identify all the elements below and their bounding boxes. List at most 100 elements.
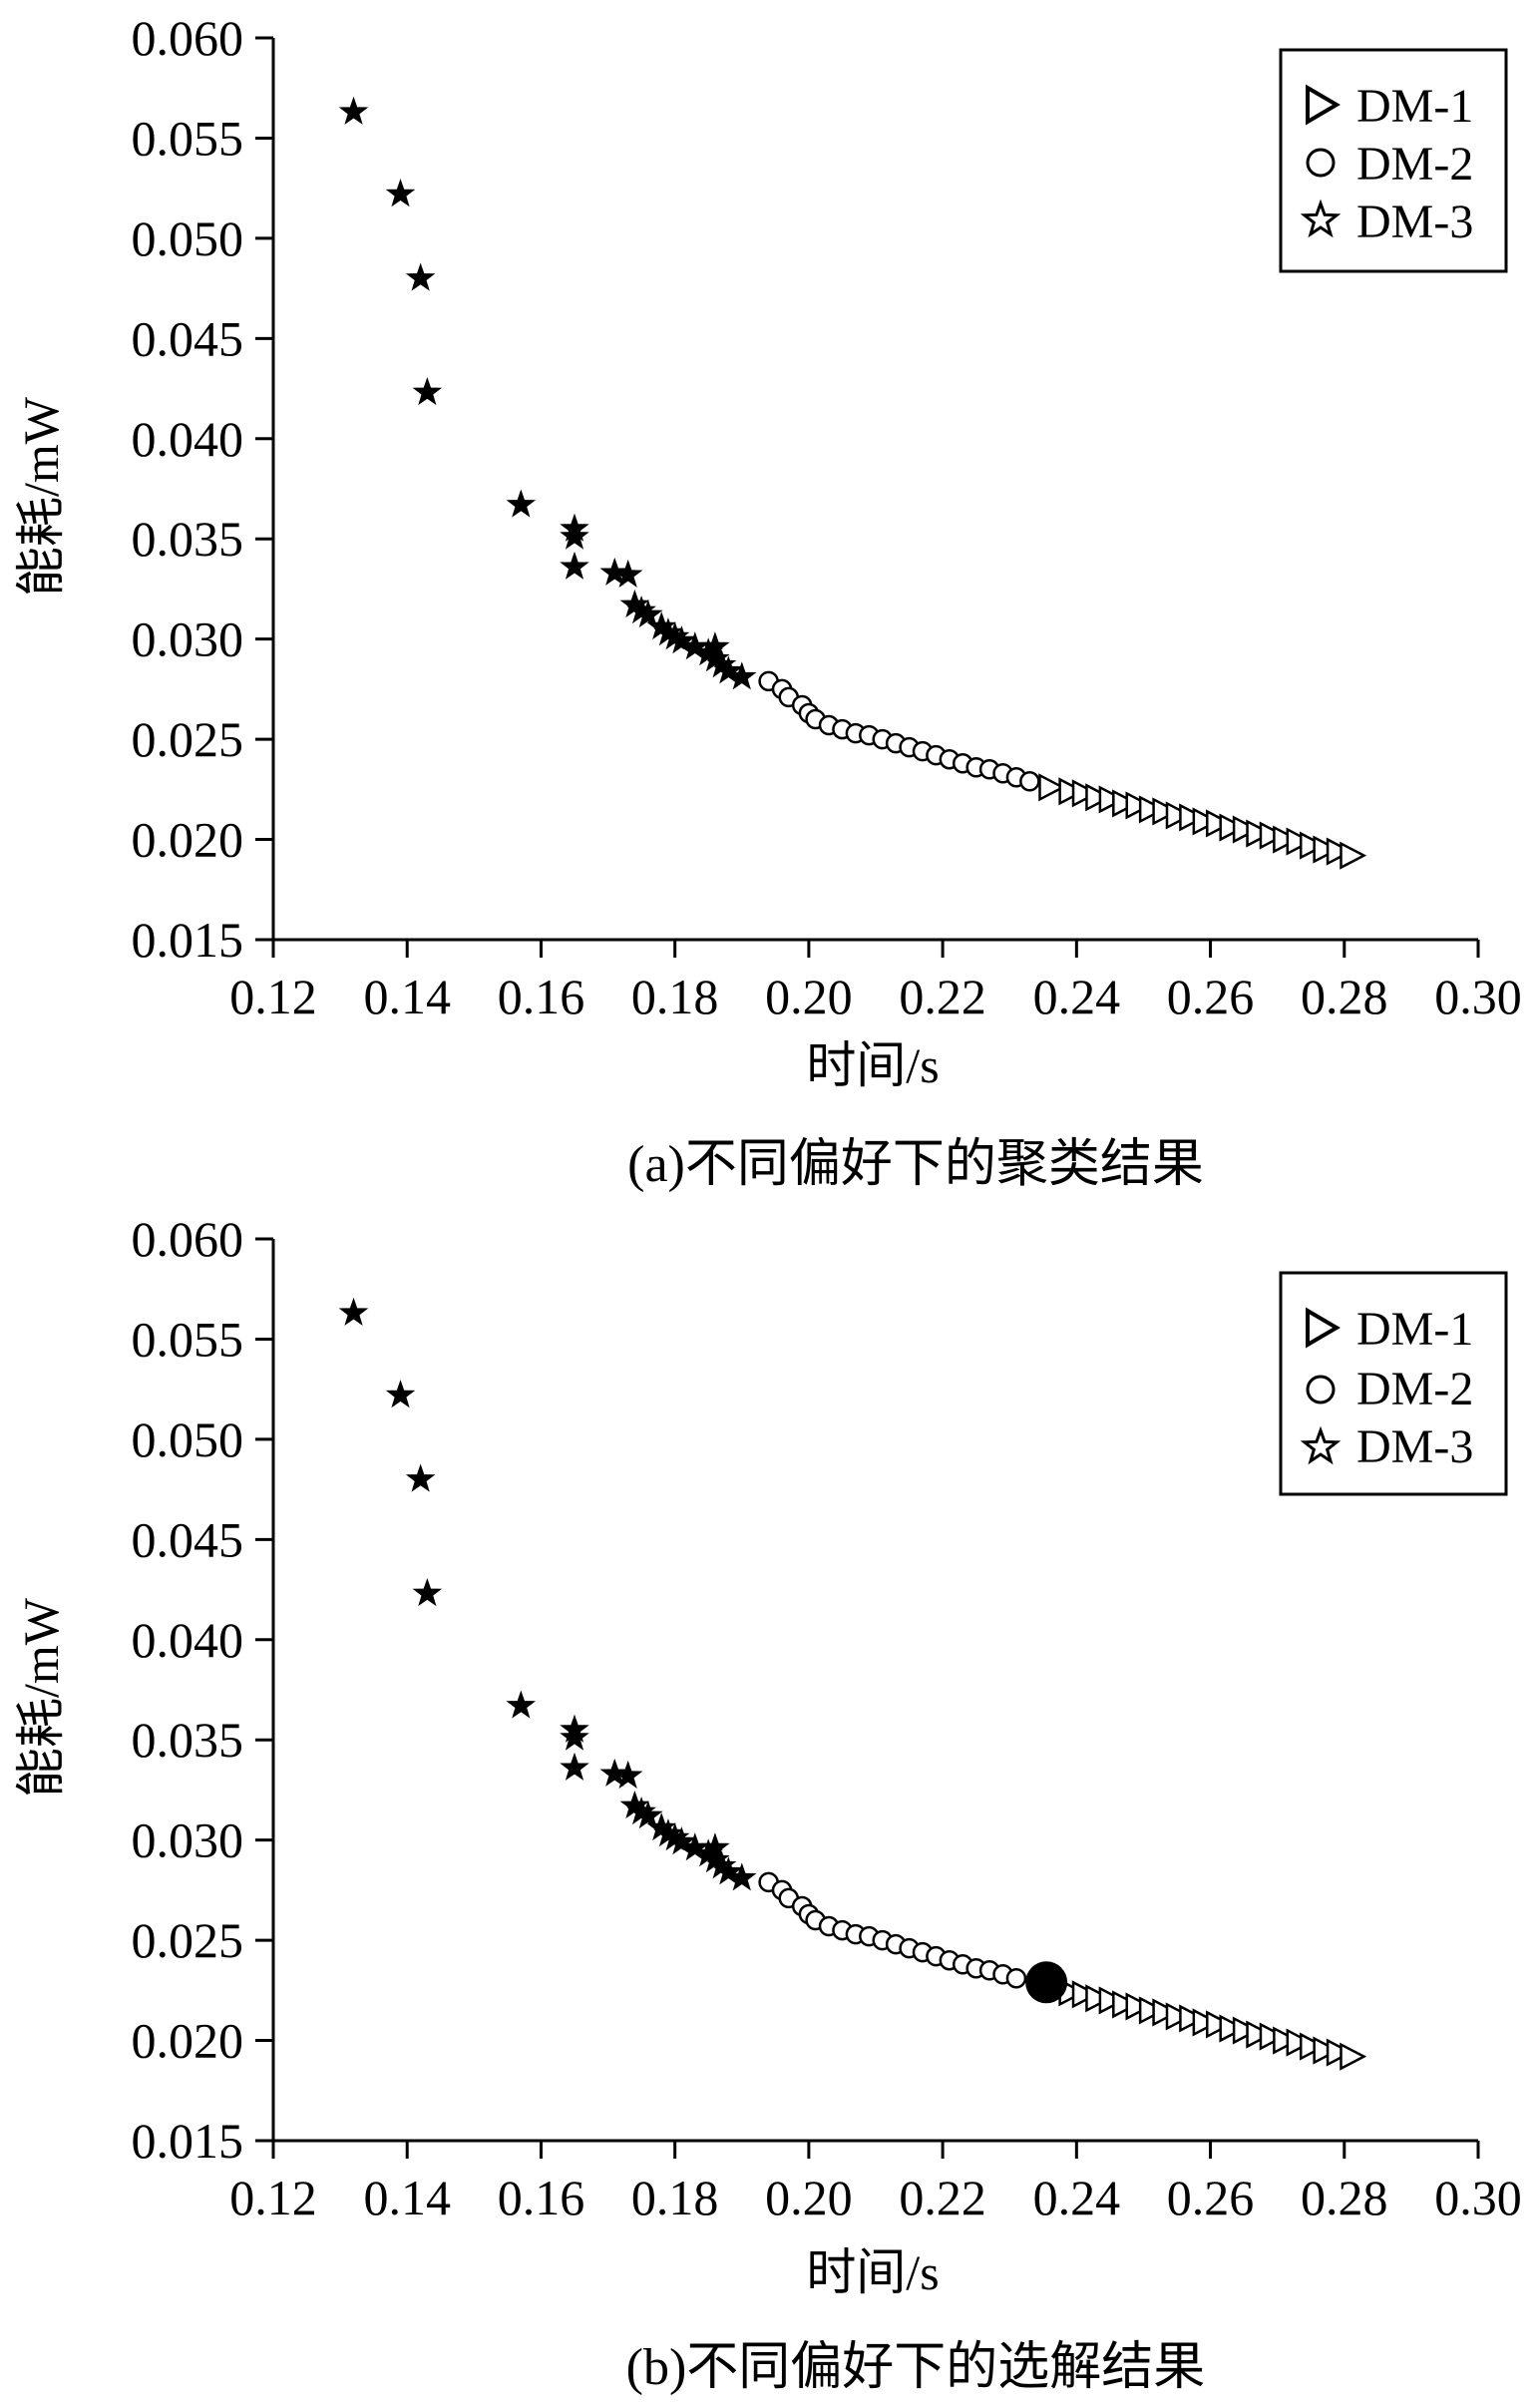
data-point-triangle [1098, 1986, 1126, 2015]
panel-a-ticks: 0.12 0.14 0.16 0.18 0.20 0.22 0.24 0.26 0.28 0.30… [132, 10, 1522, 1024]
panel-a-legend-label-dm-2: DM-2 [1356, 138, 1473, 191]
y-tick-label: 0.040 [132, 411, 244, 467]
data-point-triangle [1232, 2016, 1260, 2045]
data-point-star [560, 551, 589, 580]
panel-b-legend-item-dm-3: DM-3 [1300, 1420, 1473, 1473]
panel-b-x-axis-title: 时间/s [806, 2244, 939, 2300]
data-point-triangle [1152, 797, 1180, 826]
y-tick-label: 0.055 [132, 110, 244, 166]
y-tick-label: 0.025 [132, 711, 244, 767]
data-point-star [666, 1826, 697, 1855]
y-tick-label: 0.015 [132, 912, 244, 968]
data-point-star [653, 1818, 683, 1847]
data-point-triangle [1286, 2028, 1314, 2057]
data-point-triangle [1326, 2038, 1353, 2067]
panel-b-y-axis-title: 能耗/mW [13, 1597, 69, 1798]
data-point-triangle [1085, 1984, 1113, 2013]
data-point-triangle [1246, 819, 1274, 848]
data-point-triangle [1165, 801, 1193, 830]
data-point-triangle [1071, 1980, 1099, 2009]
data-point-star [338, 1297, 369, 1326]
y-tick-label: 0.025 [132, 1912, 244, 1968]
x-tick-label: 0.16 [498, 969, 585, 1024]
series-dm-2 [758, 670, 1040, 792]
data-point-triangle [1273, 825, 1301, 854]
data-point-triangle [1112, 789, 1140, 818]
y-tick-label: 0.020 [132, 812, 244, 868]
x-tick-label: 0.14 [363, 969, 451, 1024]
y-tick-label: 0.015 [132, 2113, 244, 2169]
panel-a-caption: (a)不同偏好下的聚类结果 [627, 1136, 1204, 1193]
data-point-triangle [1098, 785, 1126, 814]
series-dm-3 [338, 96, 757, 690]
data-point-triangle [1179, 2004, 1207, 2033]
data-point-triangle [1299, 2032, 1327, 2061]
y-tick-label: 0.030 [132, 1812, 244, 1868]
data-point-star [713, 1856, 744, 1885]
data-point-circle [1005, 1968, 1027, 1989]
data-point-star [506, 1690, 537, 1719]
data-point-star [633, 1801, 663, 1829]
data-point-star [666, 625, 697, 654]
panel-b-legend-label-dm-3: DM-3 [1356, 1420, 1473, 1473]
panel-a-legend-label-dm-1: DM-1 [1356, 80, 1473, 133]
data-point-triangle [1071, 779, 1099, 808]
data-point-star [713, 655, 744, 684]
data-point-triangle [1152, 1998, 1180, 2027]
x-tick-label: 0.12 [229, 969, 317, 1024]
y-tick-label: 0.045 [132, 310, 244, 366]
data-point-triangle [1340, 2042, 1367, 2071]
data-point-star [338, 96, 369, 125]
panel-a-points [338, 96, 1367, 870]
data-point-star [599, 1758, 630, 1787]
legend-circle-icon [1306, 1375, 1336, 1404]
x-tick-label: 0.26 [1167, 2170, 1255, 2225]
x-tick-label: 0.20 [765, 2170, 853, 2225]
data-point-star [700, 1832, 730, 1861]
data-point-star [727, 1862, 757, 1891]
data-point-star [405, 262, 436, 291]
data-point-triangle [1058, 777, 1086, 806]
data-point-triangle [1313, 2036, 1341, 2065]
panel-a-legend-item-dm-1: DM-1 [1306, 80, 1473, 133]
data-point-star [612, 1760, 643, 1789]
legend-triangle-icon [1306, 84, 1341, 126]
panel-a-legend-label-dm-3: DM-3 [1356, 196, 1473, 248]
data-point-star [599, 557, 630, 586]
y-tick-label: 0.055 [132, 1311, 244, 1367]
y-tick-label: 0.020 [132, 2013, 244, 2069]
data-point-triangle [1038, 773, 1066, 802]
panel-b-legend-item-dm-1: DM-1 [1306, 1303, 1473, 1356]
x-tick-label: 0.28 [1301, 969, 1388, 1024]
panel-b-legend-label-dm-2: DM-2 [1356, 1363, 1473, 1415]
legend-circle-icon [1306, 148, 1336, 178]
panel-b-legend-item-dm-2: DM-2 [1306, 1363, 1473, 1415]
panel-a-legend-item-dm-3: DM-3 [1300, 196, 1473, 248]
data-point-star [633, 600, 663, 628]
legend-star-icon [1300, 1425, 1342, 1465]
data-point-star [385, 1380, 416, 1408]
y-tick-label: 0.035 [132, 511, 244, 567]
x-tick-label: 0.18 [631, 969, 719, 1024]
series-dm-3 [338, 1297, 757, 1891]
panel-b-legend-label-dm-1: DM-1 [1356, 1303, 1473, 1356]
data-point-triangle [1259, 2022, 1287, 2051]
data-point-star [626, 596, 656, 624]
x-tick-label: 0.22 [899, 969, 986, 1024]
data-point-triangle [1125, 791, 1153, 820]
data-point-triangle [1206, 2010, 1233, 2039]
data-point-triangle [1313, 835, 1341, 864]
x-tick-label: 0.28 [1301, 2170, 1388, 2225]
series-dm-2 [758, 1871, 1027, 1989]
data-point-triangle [1085, 783, 1113, 812]
panel-b: 0.12 0.14 0.16 0.18 0.20 0.22 0.24 0.26 0.28 0.30… [13, 1211, 1522, 2396]
data-point-triangle [1259, 821, 1287, 850]
series-dm-1 [1038, 773, 1367, 870]
y-tick-label: 0.060 [132, 10, 244, 66]
x-tick-label: 0.24 [1033, 2170, 1121, 2225]
x-tick-label: 0.22 [899, 2170, 986, 2225]
panel-a-x-axis-title: 时间/s [806, 1037, 939, 1093]
x-tick-label: 0.24 [1033, 969, 1121, 1024]
panel-a-y-axis-title: 能耗/mW [13, 396, 69, 597]
